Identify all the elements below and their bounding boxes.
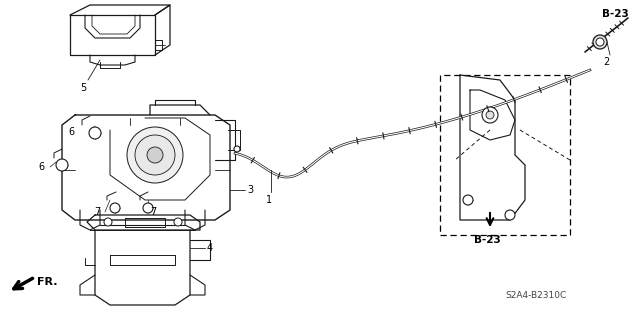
Bar [440,75,570,235]
Circle shape [174,218,182,226]
Text: S2A4-B2310C: S2A4-B2310C [505,291,566,300]
Circle shape [110,203,120,213]
Circle shape [486,111,494,119]
Text: B-23: B-23 [602,9,628,19]
Circle shape [596,38,604,46]
Circle shape [127,127,183,183]
Circle shape [143,203,153,213]
Text: 7: 7 [150,207,156,217]
Circle shape [482,107,498,123]
Circle shape [147,147,163,163]
Circle shape [593,35,607,49]
Text: B-23: B-23 [474,235,500,245]
Text: 6: 6 [38,162,44,172]
Text: 2: 2 [603,57,609,67]
Circle shape [135,135,175,175]
Circle shape [89,127,101,139]
Circle shape [505,210,515,220]
Text: 5: 5 [80,83,86,93]
Text: 4: 4 [207,243,213,253]
Text: FR.: FR. [37,277,58,287]
Text: 1: 1 [266,195,272,204]
Text: 7: 7 [94,207,100,217]
Circle shape [56,159,68,171]
Circle shape [463,195,473,205]
Circle shape [104,218,112,226]
Text: 6: 6 [68,127,74,137]
Circle shape [234,146,240,152]
Text: 3: 3 [247,185,253,195]
